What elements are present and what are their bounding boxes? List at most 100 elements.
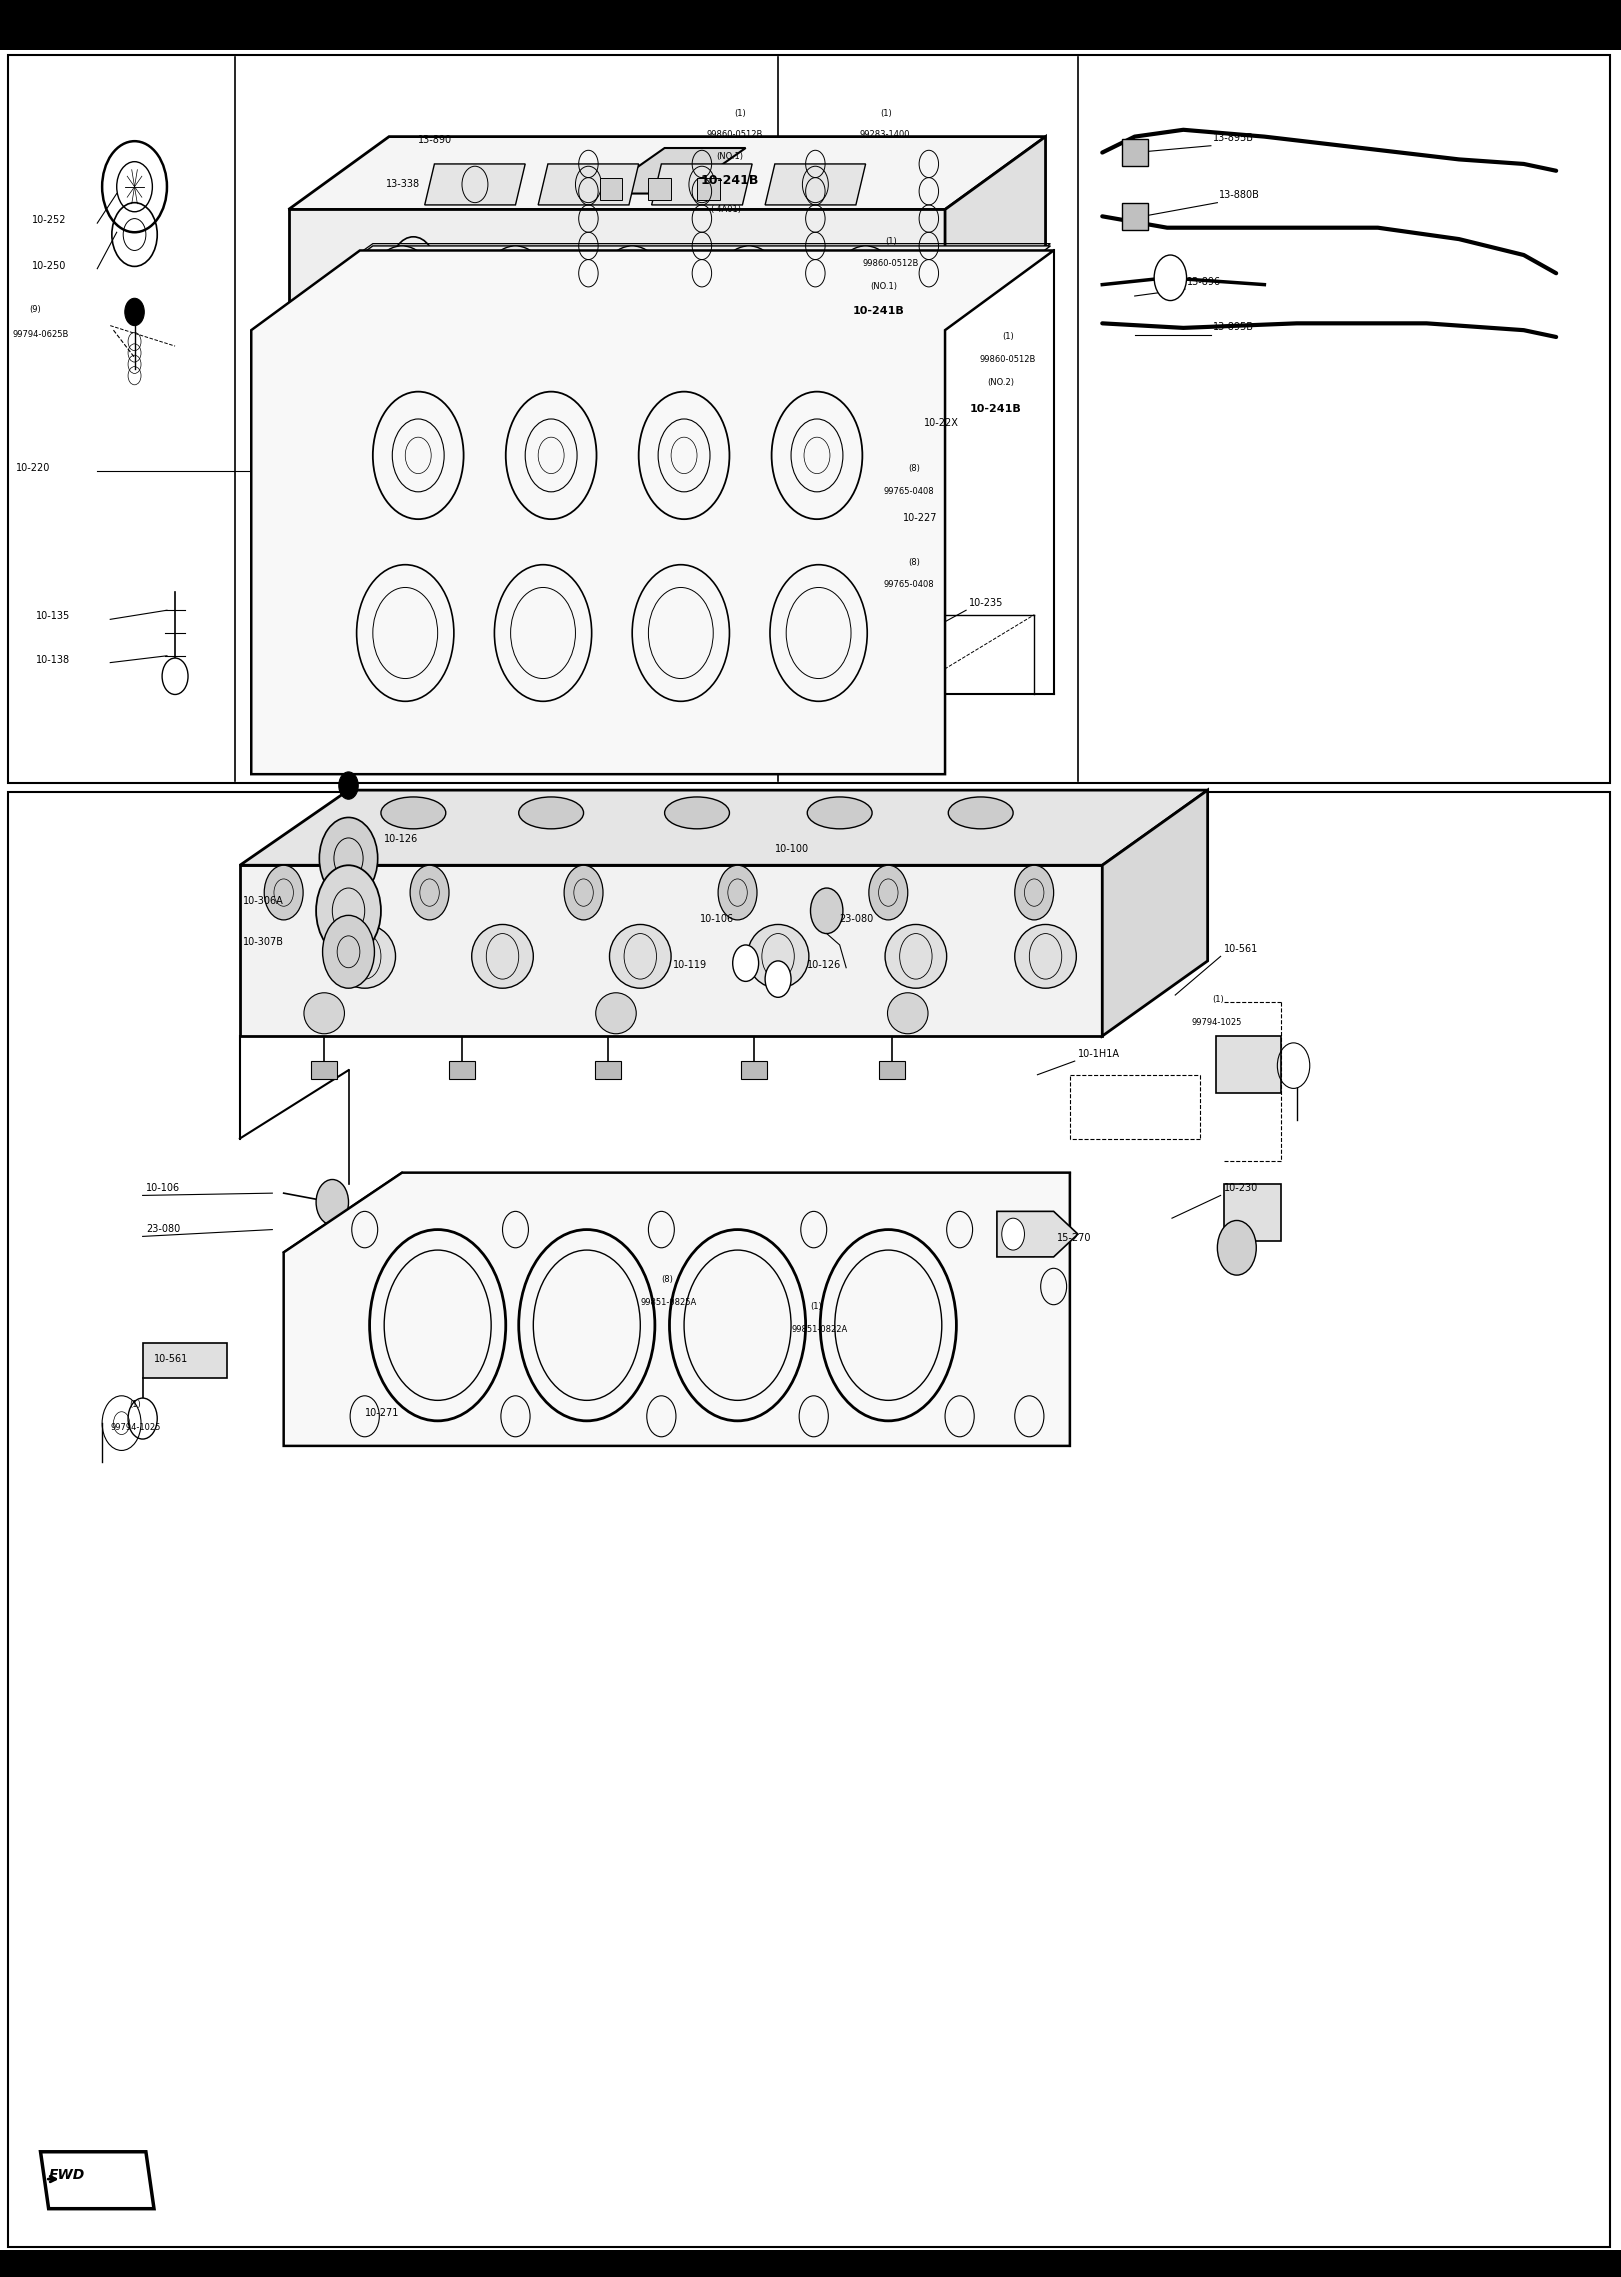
Polygon shape xyxy=(1102,790,1208,1036)
Circle shape xyxy=(869,865,908,920)
Polygon shape xyxy=(143,1343,227,1378)
Bar xyxy=(741,1061,767,1079)
Text: (1): (1) xyxy=(130,1400,141,1409)
Text: (NO.2): (NO.2) xyxy=(987,378,1015,387)
Text: 23-080: 23-080 xyxy=(840,913,874,924)
Circle shape xyxy=(558,282,577,310)
Bar xyxy=(0,2250,1621,2277)
Polygon shape xyxy=(251,250,1054,774)
Text: 13-338: 13-338 xyxy=(386,178,420,189)
Text: 99283-1400: 99283-1400 xyxy=(859,130,909,139)
Circle shape xyxy=(319,817,378,899)
Ellipse shape xyxy=(747,924,809,988)
Circle shape xyxy=(410,865,449,920)
Bar xyxy=(648,178,671,200)
Circle shape xyxy=(597,246,668,346)
Text: (1): (1) xyxy=(1002,332,1013,342)
Text: FWD: FWD xyxy=(49,2168,84,2181)
Text: (1): (1) xyxy=(880,109,892,118)
Text: 99851-0822A: 99851-0822A xyxy=(791,1325,848,1334)
Bar xyxy=(449,1061,475,1079)
Ellipse shape xyxy=(885,924,947,988)
Text: 10-241B: 10-241B xyxy=(853,305,905,317)
Text: (8): (8) xyxy=(661,1275,673,1284)
Text: 99794-1025: 99794-1025 xyxy=(110,1423,160,1432)
Circle shape xyxy=(671,282,691,310)
Text: 10-126: 10-126 xyxy=(384,833,418,845)
Bar xyxy=(8,55,1610,783)
Text: 99765-0408: 99765-0408 xyxy=(883,487,934,496)
Polygon shape xyxy=(1224,1184,1281,1241)
Text: 10-119: 10-119 xyxy=(673,959,707,970)
Polygon shape xyxy=(765,164,866,205)
Text: 10-135: 10-135 xyxy=(36,610,70,622)
Text: 10-138: 10-138 xyxy=(36,653,70,665)
Polygon shape xyxy=(425,164,525,205)
Circle shape xyxy=(733,945,759,981)
Bar xyxy=(600,178,622,200)
Bar xyxy=(697,178,720,200)
Text: 13-895B: 13-895B xyxy=(1213,132,1253,143)
Text: 10-230: 10-230 xyxy=(1224,1182,1258,1193)
Text: 10-241B: 10-241B xyxy=(969,403,1021,414)
Circle shape xyxy=(125,298,144,326)
Text: 13-896: 13-896 xyxy=(1187,276,1221,287)
Text: 23-080: 23-080 xyxy=(146,1223,180,1234)
Bar xyxy=(595,1061,621,1079)
Text: 99860-0512B: 99860-0512B xyxy=(862,260,919,269)
Circle shape xyxy=(1217,1220,1256,1275)
Text: 99860-0512B: 99860-0512B xyxy=(979,355,1036,364)
Text: (NO.1): (NO.1) xyxy=(716,153,744,162)
Ellipse shape xyxy=(807,797,872,829)
Circle shape xyxy=(765,961,791,997)
Ellipse shape xyxy=(381,797,446,829)
Text: 13-880B: 13-880B xyxy=(1219,189,1260,200)
Polygon shape xyxy=(289,209,945,319)
Ellipse shape xyxy=(595,993,635,1034)
Ellipse shape xyxy=(609,924,671,988)
Text: (8): (8) xyxy=(908,558,919,567)
Text: 10-227: 10-227 xyxy=(903,512,937,524)
Polygon shape xyxy=(284,1173,1070,1446)
Text: 10-1H1A: 10-1H1A xyxy=(1078,1047,1120,1059)
Polygon shape xyxy=(652,164,752,205)
Text: (-4A01): (-4A01) xyxy=(710,205,741,214)
Text: 10-235: 10-235 xyxy=(969,597,1003,608)
Text: 99851-0825A: 99851-0825A xyxy=(640,1298,697,1307)
Text: (1): (1) xyxy=(885,237,896,246)
Polygon shape xyxy=(997,1211,1078,1257)
Circle shape xyxy=(1015,865,1054,920)
Text: 10-561: 10-561 xyxy=(154,1353,188,1364)
Bar xyxy=(1122,203,1148,230)
Circle shape xyxy=(785,282,804,310)
Ellipse shape xyxy=(334,924,396,988)
Polygon shape xyxy=(240,790,1208,865)
Bar xyxy=(879,1061,905,1079)
Polygon shape xyxy=(41,2152,154,2209)
Text: (NO.1): (NO.1) xyxy=(870,282,898,291)
Polygon shape xyxy=(240,865,1102,1036)
Circle shape xyxy=(339,772,358,799)
Circle shape xyxy=(1154,255,1187,301)
Circle shape xyxy=(444,282,464,310)
Polygon shape xyxy=(945,137,1046,319)
Circle shape xyxy=(1002,1218,1024,1250)
Circle shape xyxy=(890,282,909,310)
Text: 10-100: 10-100 xyxy=(775,842,809,854)
Text: 10-22X: 10-22X xyxy=(924,417,960,428)
Text: (1): (1) xyxy=(810,1302,822,1312)
Circle shape xyxy=(480,246,551,346)
Polygon shape xyxy=(538,164,639,205)
Ellipse shape xyxy=(1015,924,1076,988)
Circle shape xyxy=(366,246,438,346)
Text: 10-241B: 10-241B xyxy=(700,175,759,187)
Text: 99860-0512B: 99860-0512B xyxy=(707,130,763,139)
Text: (1): (1) xyxy=(1213,995,1224,1004)
Ellipse shape xyxy=(665,797,729,829)
Bar xyxy=(0,0,1621,50)
Polygon shape xyxy=(1216,1036,1281,1093)
Text: 10-126: 10-126 xyxy=(807,959,841,970)
Text: 10-271: 10-271 xyxy=(365,1407,399,1419)
Circle shape xyxy=(128,1398,157,1439)
Bar xyxy=(8,792,1610,2247)
